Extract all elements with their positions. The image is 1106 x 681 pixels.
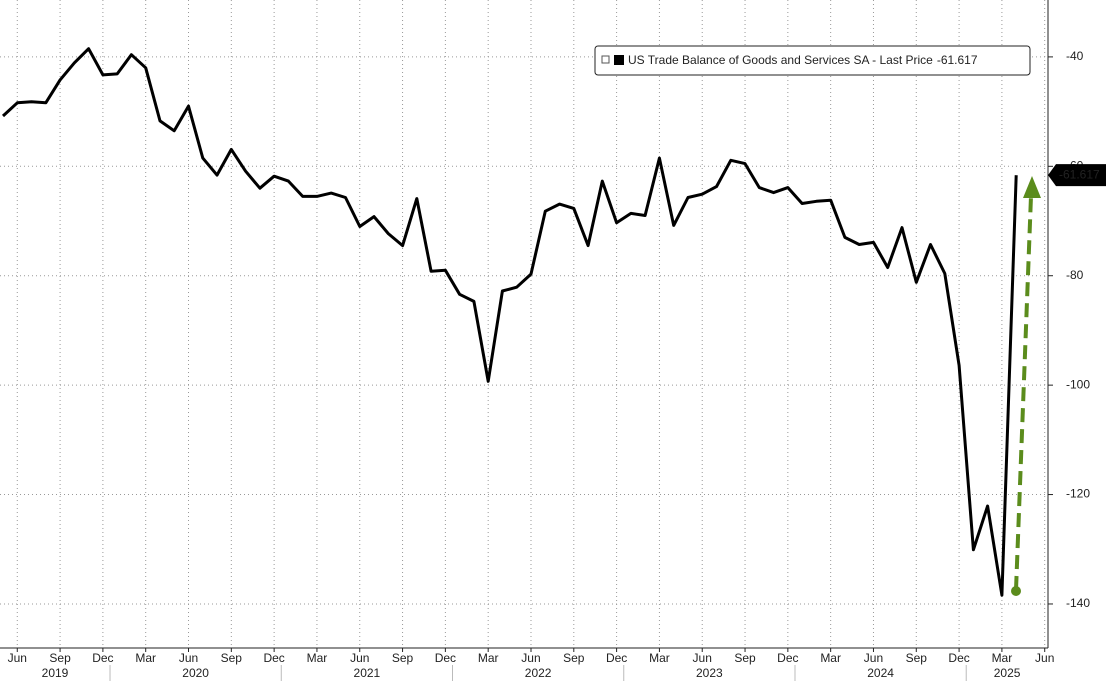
x-tick-label: Jun	[1035, 651, 1054, 665]
x-tick-label: Dec	[777, 651, 798, 665]
x-tick-label: Sep	[49, 651, 71, 665]
x-tick-label: Mar	[820, 651, 841, 665]
legend-last-price: -61.617	[937, 53, 978, 67]
x-tick-label: Jun	[693, 651, 712, 665]
last-price-label: -61.617	[1059, 167, 1100, 181]
x-tick-label: Jun	[8, 651, 27, 665]
grid	[0, 0, 1048, 648]
legend: US Trade Balance of Goods and Services S…	[594, 45, 1031, 76]
x-tick-label: Mar	[649, 651, 670, 665]
y-tick-label: -120	[1066, 487, 1090, 501]
legend-name: US Trade Balance of Goods and Services S…	[628, 53, 933, 67]
x-tick-label: Sep	[734, 651, 756, 665]
x-tick-label: Dec	[948, 651, 969, 665]
legend-swatch	[614, 55, 624, 65]
year-label: 2021	[354, 666, 381, 680]
year-label: 2023	[696, 666, 723, 680]
x-tick-label: Jun	[350, 651, 369, 665]
x-tick-label: Dec	[606, 651, 627, 665]
x-tick-label: Mar	[307, 651, 328, 665]
x-tick-label: Mar	[992, 651, 1013, 665]
last-price-tag	[1048, 164, 1106, 187]
x-tick-label: Dec	[263, 651, 284, 665]
x-tick-label: Jun	[179, 651, 198, 665]
x-tick-label: Jun	[864, 651, 883, 665]
arrow-head	[1023, 176, 1041, 198]
y-tick-label: -100	[1066, 377, 1090, 391]
legend-label: US Trade Balance of Goods and Services S…	[628, 53, 978, 67]
year-label: 2025	[994, 666, 1021, 680]
series-line	[1, 47, 1018, 597]
x-tick-label: Sep	[392, 651, 414, 665]
x-tick-label: Sep	[906, 651, 928, 665]
x-tick-label: Dec	[92, 651, 113, 665]
arrow-start	[1011, 586, 1021, 596]
year-label: 2019	[42, 666, 69, 680]
year-label: 2020	[182, 666, 209, 680]
x-tick-label: Jun	[521, 651, 540, 665]
year-label: 2022	[525, 666, 552, 680]
x-tick-label: Mar	[135, 651, 156, 665]
arrow-annotation	[1011, 176, 1041, 596]
y-tick-label: -140	[1066, 596, 1090, 610]
year-label: 2024	[867, 666, 894, 680]
y-tick-label: -40	[1066, 49, 1084, 63]
legend-icon	[601, 55, 610, 64]
x-tick-label: Sep	[563, 651, 585, 665]
x-tick-label: Dec	[435, 651, 456, 665]
x-tick-label: Sep	[221, 651, 243, 665]
y-tick-label: -80	[1066, 268, 1084, 282]
arrow-shaft	[1014, 195, 1033, 591]
legend-box	[594, 45, 1031, 76]
x-tick-label: Mar	[478, 651, 499, 665]
